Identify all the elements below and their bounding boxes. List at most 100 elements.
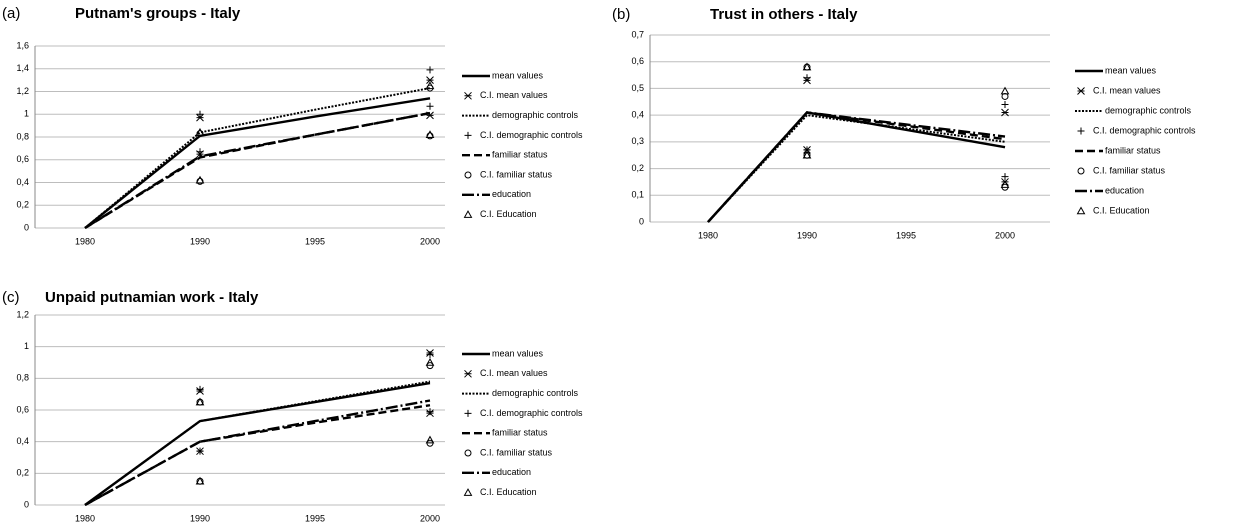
- legend-label: familiar status: [1105, 145, 1161, 155]
- line-series: [707, 114, 1006, 223]
- y-tick-label: 1,4: [16, 63, 29, 73]
- chart-title: Putnam's groups - Italy: [75, 5, 241, 22]
- y-tick-label: 1: [24, 341, 29, 351]
- legend-label: C.I. mean values: [480, 368, 548, 378]
- y-tick-label: 1: [24, 109, 29, 119]
- ci-marker: [426, 408, 434, 416]
- x-tick-label: 1995: [896, 230, 916, 240]
- legend-label: education: [1105, 185, 1144, 195]
- ci-marker: [426, 102, 434, 110]
- y-tick-label: 0,2: [16, 200, 29, 210]
- legend-swatch: [463, 210, 473, 218]
- x-tick-label: 2000: [420, 236, 440, 246]
- legend-label: demographic controls: [492, 388, 579, 398]
- legend-swatch: [1077, 87, 1085, 95]
- legend-label: familiar status: [492, 150, 548, 160]
- ci-marker: [426, 66, 434, 74]
- line-series: [707, 111, 1006, 223]
- y-tick-label: 0,6: [631, 56, 644, 66]
- line-series: [84, 111, 431, 230]
- y-tick-label: 0,6: [16, 404, 29, 414]
- legend-label: C.I. demographic controls: [480, 408, 583, 418]
- legend-swatch: [464, 131, 472, 139]
- y-tick-label: 0,2: [631, 163, 644, 173]
- legend-swatch: [463, 488, 473, 496]
- ci-marker: [195, 127, 205, 136]
- line-series: [84, 97, 431, 229]
- y-tick-label: 0,5: [631, 83, 644, 93]
- y-tick-label: 0: [639, 216, 644, 226]
- ci-marker: [1000, 86, 1010, 95]
- legend-label: C.I. familiar status: [480, 169, 553, 179]
- legend-label: demographic controls: [492, 110, 579, 120]
- y-tick-label: 0,4: [16, 436, 29, 446]
- chart-title: Trust in others - Italy: [710, 6, 858, 23]
- ci-marker: [1001, 100, 1009, 108]
- ci-marker: [426, 351, 434, 359]
- legend-swatch: [1077, 127, 1085, 135]
- y-tick-label: 0: [24, 499, 29, 509]
- y-tick-label: 1,2: [16, 309, 29, 319]
- y-tick-label: 0,4: [16, 177, 29, 187]
- ci-marker: [1001, 173, 1009, 181]
- y-tick-label: 0,8: [16, 131, 29, 141]
- legend-swatch: [464, 171, 472, 179]
- line-series: [707, 111, 1006, 223]
- x-tick-label: 1990: [190, 513, 210, 523]
- legend-label: demographic controls: [1105, 105, 1192, 115]
- line-series: [84, 87, 431, 229]
- legend-label: C.I. mean values: [1093, 85, 1161, 95]
- ci-marker: [196, 447, 204, 455]
- ci-marker: [425, 435, 435, 444]
- ci-marker: [196, 148, 204, 156]
- legend-swatch: [464, 449, 472, 457]
- x-tick-label: 1990: [190, 236, 210, 246]
- legend-label: mean values: [492, 348, 544, 358]
- y-tick-label: 0,7: [631, 29, 644, 39]
- legend-label: C.I. mean values: [480, 90, 548, 100]
- legend-label: mean values: [492, 70, 544, 80]
- ci-marker: [425, 130, 435, 139]
- chart-title: Unpaid putnamian work - Italy: [45, 289, 259, 306]
- y-tick-label: 0,1: [631, 190, 644, 200]
- y-tick-label: 0,2: [16, 468, 29, 478]
- legend-label: C.I. familiar status: [480, 447, 553, 457]
- line-series: [84, 404, 431, 507]
- y-tick-label: 0,3: [631, 136, 644, 146]
- legend-label: education: [492, 189, 531, 199]
- ci-marker: [425, 357, 435, 366]
- line-series: [84, 380, 431, 506]
- y-tick-label: 0,6: [16, 154, 29, 164]
- x-tick-label: 1995: [305, 236, 325, 246]
- y-tick-label: 0,8: [16, 373, 29, 383]
- x-tick-label: 1995: [305, 513, 325, 523]
- legend-label: mean values: [1105, 65, 1157, 75]
- x-tick-label: 1980: [698, 230, 718, 240]
- legend-swatch: [1076, 206, 1086, 215]
- legend-label: education: [492, 467, 531, 477]
- ci-marker: [426, 76, 434, 84]
- ci-marker: [195, 397, 205, 406]
- ci-marker: [196, 385, 204, 393]
- panel-label: (a): [2, 5, 20, 22]
- ci-marker: [1000, 180, 1010, 188]
- line-series: [84, 381, 431, 506]
- ci-marker: [1001, 108, 1009, 117]
- ci-marker: [802, 62, 812, 71]
- line-series: [707, 111, 1006, 223]
- legend-label: C.I. demographic controls: [480, 130, 583, 140]
- x-tick-label: 2000: [995, 230, 1015, 240]
- ci-marker: [195, 476, 205, 485]
- panel-label: (c): [2, 289, 20, 306]
- legend-label: familiar status: [492, 428, 548, 438]
- legend-label: C.I. Education: [480, 209, 537, 219]
- x-tick-label: 1980: [75, 236, 95, 246]
- line-series: [84, 399, 431, 507]
- ci-marker: [196, 110, 204, 118]
- legend-swatch: [464, 369, 472, 378]
- y-tick-label: 1,2: [16, 86, 29, 96]
- x-tick-label: 1980: [75, 513, 95, 523]
- legend-label: C.I. Education: [480, 487, 537, 497]
- panel-label: (b): [612, 6, 630, 23]
